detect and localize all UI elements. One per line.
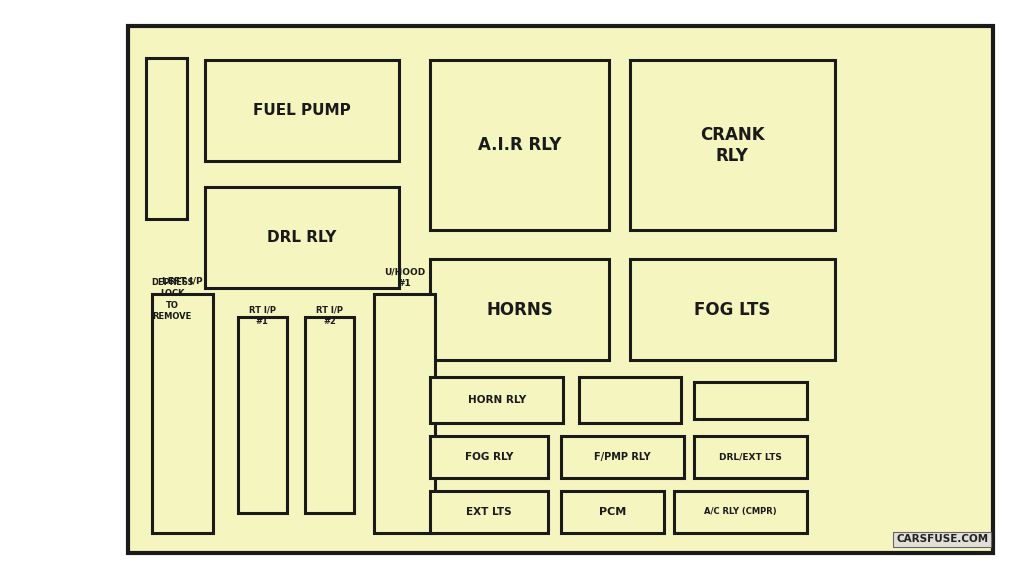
Bar — [674, 491, 807, 533]
Bar — [128, 26, 993, 553]
Text: DEPRESS
LOCK
TO
REMOVE: DEPRESS LOCK TO REMOVE — [151, 278, 194, 321]
Text: EXT LTS: EXT LTS — [466, 507, 512, 517]
Bar — [205, 187, 399, 288]
Bar — [630, 60, 835, 230]
Bar — [579, 377, 681, 423]
Bar — [430, 377, 563, 423]
Bar — [694, 382, 807, 419]
Bar — [430, 436, 548, 478]
Text: CRANK
RLY: CRANK RLY — [699, 126, 765, 165]
Text: FOG RLY: FOG RLY — [465, 452, 513, 462]
Text: DRL RLY: DRL RLY — [267, 230, 337, 245]
Text: DRL/EXT LTS: DRL/EXT LTS — [719, 453, 782, 461]
Text: A.I.R RLY: A.I.R RLY — [478, 137, 561, 154]
Text: LEFT I/P: LEFT I/P — [162, 276, 203, 285]
Bar — [430, 60, 609, 230]
Text: HORN RLY: HORN RLY — [468, 395, 525, 406]
Text: PCM: PCM — [599, 507, 626, 517]
Text: HORNS: HORNS — [486, 301, 553, 319]
Bar — [152, 294, 213, 533]
Text: U/HOOD
#1: U/HOOD #1 — [384, 268, 425, 288]
Bar — [305, 317, 354, 513]
Text: CARSFUSE.COM: CARSFUSE.COM — [896, 535, 988, 544]
Bar — [561, 491, 664, 533]
Text: RT I/P
#2: RT I/P #2 — [316, 306, 343, 325]
Text: FOG LTS: FOG LTS — [694, 301, 770, 319]
Text: FUEL PUMP: FUEL PUMP — [253, 103, 351, 119]
Bar — [561, 436, 684, 478]
Bar — [630, 259, 835, 360]
Text: F/PMP RLY: F/PMP RLY — [594, 452, 651, 462]
Bar — [205, 60, 399, 161]
Bar — [146, 58, 187, 219]
Bar — [374, 294, 435, 533]
Bar — [238, 317, 287, 513]
Text: A/C RLY (CMPR): A/C RLY (CMPR) — [705, 507, 776, 516]
Text: RT I/P
#1: RT I/P #1 — [249, 306, 275, 325]
Bar — [694, 436, 807, 478]
Bar — [430, 259, 609, 360]
Bar — [430, 491, 548, 533]
